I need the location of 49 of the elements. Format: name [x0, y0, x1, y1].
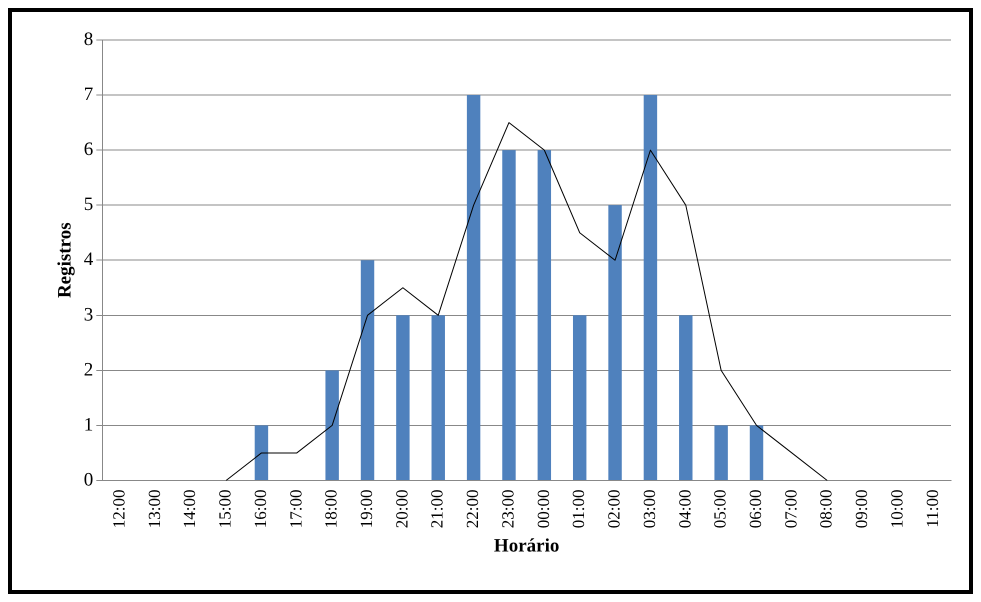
- x-tick-label: 13:00: [144, 489, 164, 528]
- x-tick-label: 05:00: [710, 489, 730, 528]
- x-tick-label: 08:00: [816, 489, 836, 528]
- bar: [679, 315, 692, 480]
- y-tick-label: 6: [84, 139, 94, 160]
- x-tick-label: 09:00: [852, 489, 872, 528]
- y-tick-label: 0: [84, 469, 94, 490]
- bar: [432, 315, 445, 480]
- x-tick-label: 00:00: [534, 489, 553, 528]
- bar: [254, 425, 268, 480]
- y-tick-label: 1: [84, 414, 94, 436]
- bar: [714, 425, 728, 480]
- x-tick-label: 07:00: [781, 489, 800, 528]
- x-tick-label: 11:00: [922, 489, 942, 528]
- bar: [396, 315, 410, 480]
- y-tick-label: 8: [84, 28, 94, 50]
- bar: [608, 205, 622, 480]
- x-tick-label: 12:00: [109, 489, 128, 528]
- y-tick-label: 4: [84, 249, 94, 270]
- x-tick-label: 18:00: [322, 489, 341, 528]
- x-tick-label: 23:00: [498, 489, 518, 528]
- x-tick-label: 06:00: [746, 489, 765, 528]
- bar: [502, 150, 516, 480]
- x-tick-label: 17:00: [286, 489, 306, 528]
- x-axis-title: Horário: [494, 536, 560, 557]
- bar: [750, 425, 764, 480]
- x-tick-label: 21:00: [428, 489, 447, 528]
- x-tick-label: 14:00: [180, 489, 200, 528]
- x-tick-label: 22:00: [463, 489, 482, 528]
- bar: [325, 370, 339, 480]
- y-tick-label: 5: [84, 194, 94, 216]
- x-tick-label: 16:00: [250, 489, 270, 528]
- bar: [644, 95, 658, 480]
- bar: [572, 315, 586, 480]
- x-tick-label: 04:00: [675, 489, 694, 528]
- y-tick-label: 7: [84, 84, 94, 106]
- bar: [466, 95, 480, 480]
- y-tick-label: 2: [84, 359, 94, 380]
- y-tick-label: 3: [84, 304, 94, 326]
- x-tick-label: 01:00: [569, 489, 588, 528]
- x-tick-label: 19:00: [356, 489, 376, 528]
- x-tick-label: 20:00: [392, 489, 412, 528]
- bar: [360, 260, 374, 480]
- x-tick-label: 10:00: [887, 489, 906, 528]
- x-tick-label: 02:00: [604, 489, 624, 528]
- y-axis-title: Registros: [54, 222, 76, 298]
- x-tick-label: 03:00: [640, 489, 659, 528]
- x-tick-label: 15:00: [216, 489, 235, 528]
- bar: [538, 150, 552, 480]
